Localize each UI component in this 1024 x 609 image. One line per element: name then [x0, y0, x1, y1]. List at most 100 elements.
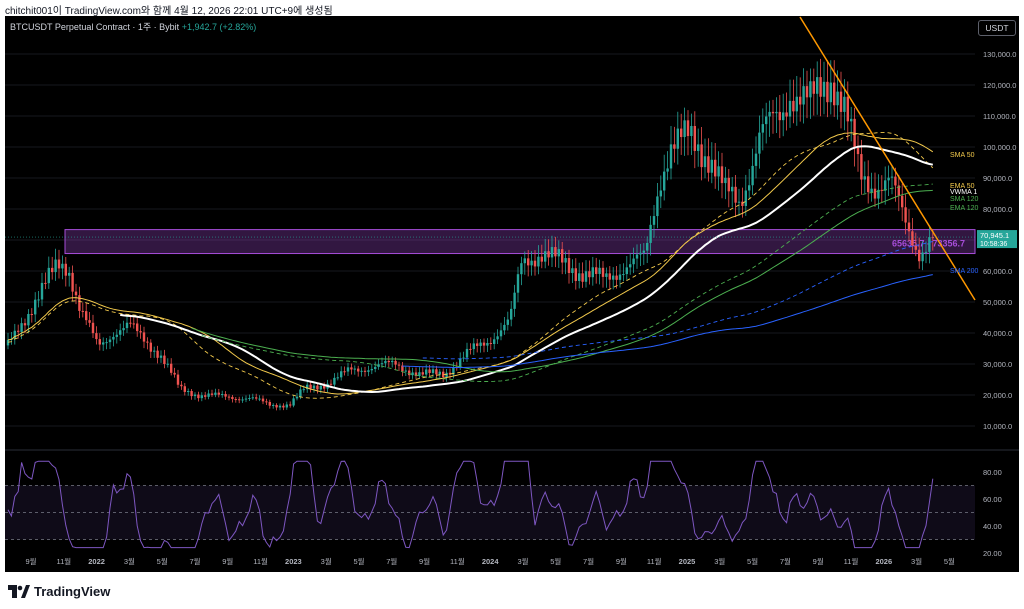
candle-body — [292, 398, 295, 406]
price-axis-label: 40,000.0 — [983, 329, 1012, 338]
candle-body — [159, 355, 163, 358]
candle-body — [758, 132, 761, 154]
candle-body — [102, 342, 105, 345]
currency-button[interactable]: USDT — [978, 20, 1016, 36]
candle-body — [119, 330, 122, 335]
candle-body — [727, 177, 730, 192]
candle-body — [469, 348, 472, 350]
candle-body — [404, 370, 407, 372]
price-axis-label: 110,000.0 — [983, 112, 1016, 121]
candle-body — [380, 363, 384, 365]
candle-body — [370, 369, 373, 371]
candle-body — [472, 343, 475, 350]
candle-body — [476, 343, 479, 346]
candle-body — [601, 267, 605, 277]
candle-body — [615, 275, 618, 280]
indicator-label: SMA 50 — [950, 152, 975, 159]
candle-body — [329, 383, 333, 385]
chart-area[interactable] — [5, 16, 1019, 572]
candle-body — [306, 384, 309, 390]
candle-body — [238, 399, 241, 401]
candle-body — [914, 245, 917, 250]
candle-body — [360, 370, 363, 372]
candle-body — [550, 247, 554, 258]
price-axis-label: 20,000.0 — [983, 391, 1012, 400]
candle-body — [190, 391, 193, 397]
candle-body — [700, 144, 703, 168]
price-axis-label: 130,000.0 — [983, 50, 1016, 59]
candle-body — [255, 397, 258, 399]
candle-body — [374, 366, 377, 370]
time-axis-label: 11월 — [253, 556, 268, 566]
indicator-label: VWMA 1 — [950, 189, 977, 196]
ema50-line — [7, 132, 934, 399]
candle-body — [547, 251, 550, 258]
indicator-label: EMA 120 — [950, 205, 979, 212]
downtrend-line — [799, 16, 976, 301]
candle-body — [608, 273, 611, 280]
candle-body — [428, 369, 431, 373]
candle-body — [340, 371, 343, 378]
candle-body — [931, 237, 934, 239]
candle-body — [754, 153, 758, 166]
candle-body — [350, 367, 353, 370]
candle-body — [544, 251, 547, 262]
price-axis-label: 90,000.0 — [983, 174, 1012, 183]
candle-body — [64, 263, 67, 276]
candle-body — [775, 111, 778, 114]
candle-body — [465, 348, 469, 358]
candle-body — [61, 263, 64, 269]
candle-body — [384, 360, 387, 364]
candle-body — [516, 274, 520, 293]
candle-body — [710, 159, 713, 173]
candle-body — [799, 96, 802, 105]
candle-body — [856, 147, 860, 155]
candle-body — [217, 392, 220, 395]
candle-body — [680, 128, 683, 138]
candle-body — [418, 372, 421, 377]
candle-body — [690, 126, 693, 137]
candle-body — [683, 120, 686, 138]
time-axis-label: 5월 — [550, 556, 561, 566]
price-axis-label: 50,000.0 — [983, 298, 1012, 307]
candle-body — [71, 272, 74, 292]
candle-body — [642, 250, 645, 253]
candle-body — [625, 267, 628, 275]
candle-body — [210, 393, 214, 395]
candle-body — [336, 377, 339, 379]
candle-body — [533, 260, 537, 267]
candle-body — [357, 368, 360, 372]
candle-body — [353, 368, 356, 370]
candle-body — [173, 372, 176, 375]
candle-body — [391, 360, 394, 363]
candle-body — [170, 363, 173, 373]
candle-body — [839, 91, 843, 112]
time-axis-label: 3월 — [714, 556, 725, 566]
candle-body — [142, 332, 146, 342]
candle-body — [149, 342, 152, 352]
candle-body — [486, 342, 489, 346]
support-zone-box — [64, 229, 976, 255]
candle-body — [431, 369, 435, 373]
price-change: +1,942.7 (+2.82%) — [181, 22, 257, 32]
candle-body — [795, 96, 798, 112]
candle-body — [316, 385, 319, 390]
tradingview-logo[interactable]: TradingView — [8, 584, 110, 599]
candle-body — [95, 333, 98, 340]
candle-body — [214, 392, 217, 395]
time-axis-label: 5월 — [747, 556, 758, 566]
candle-body — [659, 190, 662, 197]
candle-body — [907, 222, 911, 232]
candle-body — [136, 323, 139, 332]
candle-body — [816, 77, 819, 94]
candle-body — [387, 360, 390, 363]
candle-body — [836, 91, 839, 106]
candle-body — [54, 259, 57, 273]
candle-body — [207, 393, 210, 397]
candle-body — [826, 81, 829, 103]
candle-body — [78, 295, 81, 311]
candle-body — [108, 339, 112, 343]
candle-body — [91, 322, 95, 334]
candle-body — [527, 258, 530, 266]
